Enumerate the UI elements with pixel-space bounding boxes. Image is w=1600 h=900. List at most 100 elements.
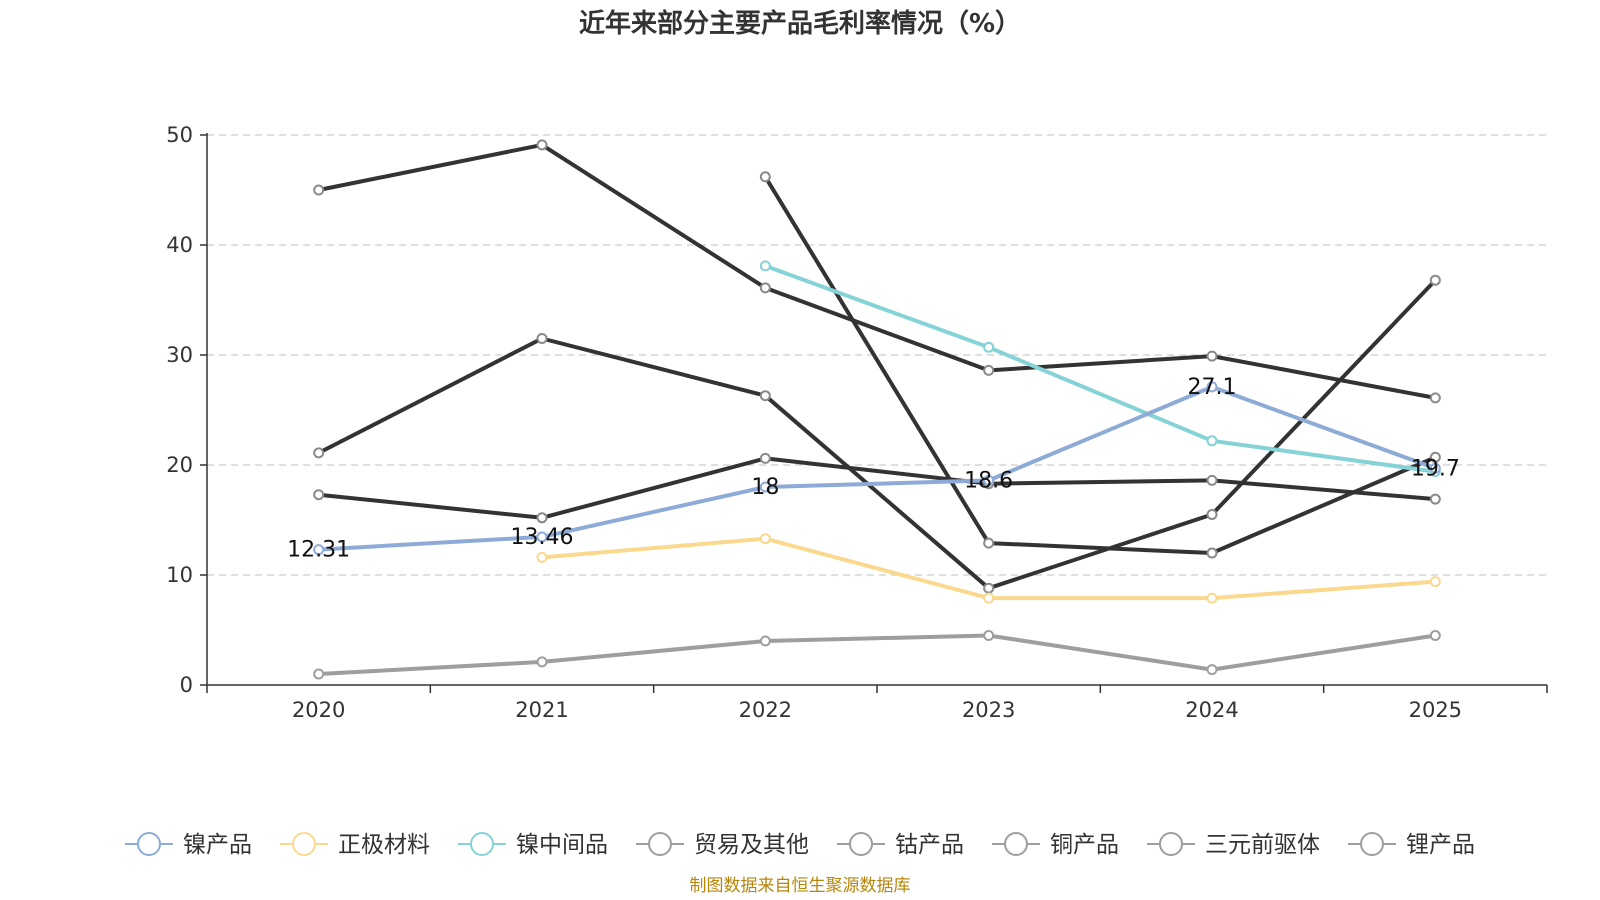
data-point[interactable] (1206, 350, 1218, 362)
series-1 (313, 381, 1441, 556)
data-point[interactable] (1206, 592, 1218, 604)
data-point[interactable] (983, 537, 995, 549)
y-tick-label: 40 (166, 233, 193, 257)
data-point[interactable] (313, 447, 325, 459)
x-tick-label: 2025 (1409, 698, 1462, 722)
data-point[interactable] (1206, 664, 1218, 676)
legend-item-8[interactable]: 锂产品 (1348, 832, 1475, 858)
data-label: 18.6 (964, 468, 1013, 493)
data-point[interactable] (759, 481, 771, 493)
y-tick-label: 20 (166, 453, 193, 477)
data-point[interactable] (759, 452, 771, 464)
legend-item-5[interactable]: 钴产品 (837, 832, 964, 858)
data-point[interactable] (536, 551, 548, 563)
series-line (316, 633, 1438, 676)
series-line (316, 278, 1438, 591)
source-note: 制图数据来自恒生聚源数据库 (690, 876, 911, 896)
series-6 (313, 274, 1441, 594)
data-point[interactable] (313, 184, 325, 196)
data-point[interactable] (1429, 576, 1441, 588)
data-point[interactable] (759, 390, 771, 402)
data-label: 12.31 (287, 538, 350, 563)
data-point[interactable] (536, 139, 548, 151)
legend-label: 镍产品 (183, 832, 252, 858)
data-point[interactable] (1206, 381, 1218, 393)
chart-title: 近年来部分主要产品毛利率情况（%） (579, 8, 1021, 39)
y-tick-label: 50 (166, 123, 193, 147)
y-tick-label: 10 (166, 563, 193, 587)
x-tick-label: 2022 (739, 698, 792, 722)
data-point[interactable] (536, 531, 548, 543)
legend-item-6[interactable]: 铜产品 (992, 832, 1119, 858)
legend-circle-icon (849, 832, 873, 856)
x-tick-label: 2024 (1185, 698, 1238, 722)
data-point[interactable] (983, 474, 995, 486)
data-point[interactable] (759, 533, 771, 545)
legend-label: 锂产品 (1406, 832, 1475, 858)
legend-label: 三元前驱体 (1205, 832, 1320, 858)
legend-circle-icon (648, 832, 672, 856)
x-tick-label: 2023 (962, 698, 1015, 722)
legend-circle-icon (470, 832, 494, 856)
data-point[interactable] (1206, 435, 1218, 447)
data-point[interactable] (1429, 451, 1441, 463)
legend-item-2[interactable]: 正极材料 (280, 832, 430, 858)
legend-item-7[interactable]: 三元前驱体 (1147, 832, 1320, 858)
legend-label: 贸易及其他 (694, 832, 809, 858)
data-point[interactable] (313, 489, 325, 501)
legend-label: 钴产品 (895, 832, 964, 858)
data-point[interactable] (536, 333, 548, 344)
data-label: 13.46 (511, 525, 574, 550)
series-3 (759, 260, 1441, 478)
data-point[interactable] (1206, 509, 1218, 520)
data-point[interactable] (1429, 392, 1441, 404)
data-point[interactable] (983, 341, 995, 353)
data-point[interactable] (1429, 462, 1441, 474)
data-label: 19.7 (1411, 456, 1460, 481)
legend-label: 正极材料 (338, 832, 430, 858)
data-point[interactable] (983, 630, 995, 641)
legend-label: 镍中间品 (516, 832, 608, 858)
legend-circle-icon (292, 832, 316, 856)
series-8 (759, 171, 1441, 559)
data-label: 18 (751, 475, 779, 500)
y-tick-label: 0 (180, 673, 193, 697)
data-point[interactable] (1429, 630, 1441, 641)
series-line (316, 142, 1438, 400)
legend-circle-icon (1004, 832, 1028, 856)
data-point[interactable] (759, 260, 771, 272)
data-point[interactable] (759, 282, 771, 294)
series-line (316, 384, 1438, 552)
legend-circle-icon (1159, 832, 1183, 856)
series-line (316, 456, 1438, 520)
data-point[interactable] (1429, 493, 1441, 505)
data-point[interactable] (759, 635, 771, 647)
series-4 (313, 630, 1441, 680)
series-2 (536, 533, 1441, 604)
y-tick-label: 30 (166, 343, 193, 367)
data-label: 27.1 (1188, 375, 1237, 400)
data-point[interactable] (759, 171, 771, 183)
data-point[interactable] (983, 592, 995, 604)
series-5 (313, 139, 1441, 404)
data-point[interactable] (1206, 547, 1218, 559)
data-point[interactable] (536, 512, 548, 524)
data-point[interactable] (1429, 274, 1441, 286)
data-point[interactable] (313, 668, 325, 680)
data-point[interactable] (313, 544, 325, 556)
legend-circle-icon (137, 832, 161, 856)
data-point[interactable] (1206, 474, 1218, 486)
series-line (763, 174, 1438, 555)
data-point[interactable] (536, 656, 548, 668)
legend-item-3[interactable]: 镍中间品 (458, 832, 608, 858)
data-point[interactable] (983, 364, 995, 376)
x-tick-label: 2020 (292, 698, 345, 722)
legend-item-1[interactable]: 镍产品 (125, 832, 252, 858)
data-point[interactable] (983, 582, 995, 594)
series-line (763, 263, 1438, 474)
legend-item-4[interactable]: 贸易及其他 (636, 832, 809, 858)
x-tick-label: 2021 (515, 698, 568, 722)
legend-circle-icon (1360, 832, 1384, 856)
